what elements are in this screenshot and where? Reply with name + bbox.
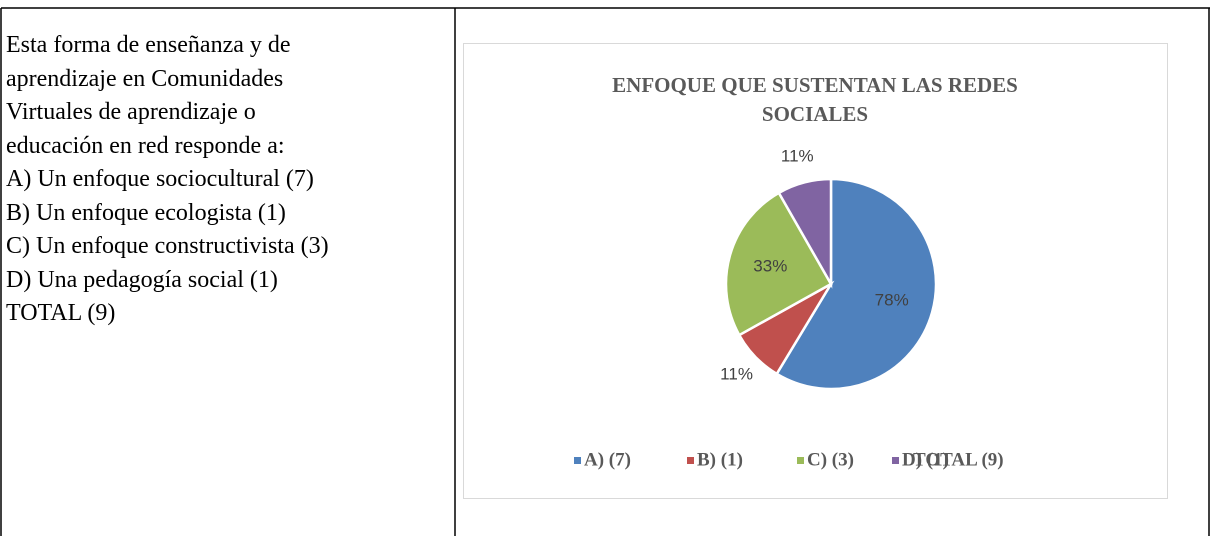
chart-title: SOCIALES [762,102,868,126]
chart-title: ENFOQUE QUE SUSTENTAN LAS REDES [612,73,1018,97]
text-line: TOTAL (9) [6,300,116,326]
data-label: 11% [781,147,814,166]
text-line: Virtuales de aprendizaje o [6,99,256,125]
legend-note: TOTAL (9) [913,449,1004,470]
pie-slice [775,177,938,391]
text-line: D) Una pedagogía social (1) [6,266,278,293]
text-line: Esta forma de enseñanza y de [6,32,291,58]
legend-label: D) (1) [902,449,949,470]
text-line: aprendizaje en Comunidades [6,65,284,92]
chart: ENFOQUE QUE SUSTENTAN LAS REDES SOCIALES 7… [574,73,1018,470]
legend-marker [574,457,581,464]
text-line: C) Un enfoque constructivista (3) [6,233,329,259]
legend-label: C) (3) [807,449,854,470]
pie-slice [777,177,833,289]
legend-label: B) (1) [697,449,743,470]
text-line: educación en red responde a: [6,132,285,159]
text-line: B) Un enfoque ecologista (1) [6,199,286,226]
data-label: 33% [753,257,787,276]
pie-slice [724,191,833,337]
text-line: A) Un enfoque sociocultural (7) [6,166,314,192]
legend-label: A) (7) [584,449,631,470]
legend-marker [797,457,804,464]
legend-marker [687,457,694,464]
data-label: 11% [720,365,753,384]
legend-marker [892,457,899,464]
question-text: Esta forma de enseñanza y de aprendizaje … [6,29,451,331]
data-label: 78% [875,290,909,309]
